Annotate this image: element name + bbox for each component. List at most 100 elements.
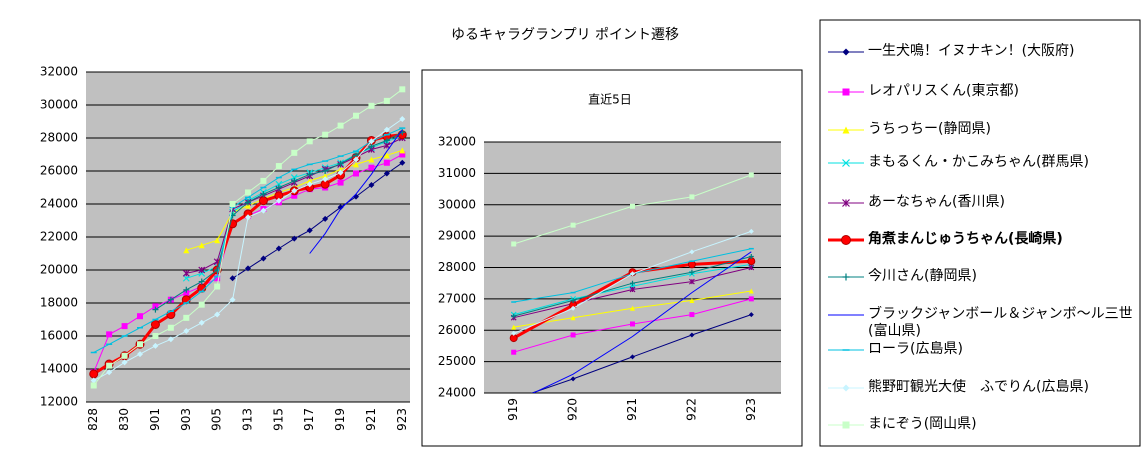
x-tick-label: 923 <box>395 408 409 431</box>
x-tick-label: 905 <box>210 408 224 431</box>
marker <box>399 147 406 154</box>
marker <box>229 296 236 303</box>
marker <box>353 161 359 168</box>
x-tick-label: 920 <box>566 398 580 421</box>
marker <box>748 296 754 302</box>
marker <box>182 274 190 282</box>
legend-label-box: 今川さん(静岡県) <box>868 268 977 284</box>
marker <box>629 286 636 293</box>
legend-label: ブラックジャンボール＆ジャンボ～ル三世(富山県) <box>868 306 1133 339</box>
legend-label: まもるくん・かこみちゃん(群馬県) <box>868 154 1089 170</box>
legend-label: うちっちー(静岡県) <box>868 121 991 137</box>
legend-marker <box>842 126 850 134</box>
marker <box>511 324 517 330</box>
marker <box>630 203 635 209</box>
marker <box>570 305 576 311</box>
marker <box>90 377 97 384</box>
marker <box>337 204 344 211</box>
marker <box>337 169 344 176</box>
marker <box>322 215 329 222</box>
marker <box>183 286 190 293</box>
y-tick-label: 24000 <box>438 386 476 400</box>
marker <box>511 313 517 319</box>
legend-label: 今川さん(静岡県) <box>868 268 977 284</box>
marker <box>306 171 313 178</box>
marker <box>748 172 754 178</box>
y-tick-label: 18000 <box>40 296 78 310</box>
marker <box>689 297 695 303</box>
marker <box>383 126 390 133</box>
marker <box>90 382 97 389</box>
legend-label-box: まもるくん・かこみちゃん(群馬県) <box>868 154 1089 170</box>
series-line <box>309 129 403 254</box>
marker <box>322 168 329 174</box>
marker <box>121 359 128 366</box>
marker <box>570 315 576 321</box>
y-tick-label: 30000 <box>40 98 78 112</box>
legend-marker <box>842 48 850 56</box>
marker <box>748 288 754 294</box>
marker <box>183 314 190 321</box>
y-tick-label: 31000 <box>438 166 476 180</box>
marker <box>399 86 406 93</box>
marker <box>368 138 375 145</box>
series-line <box>532 251 752 393</box>
marker <box>306 138 313 145</box>
legend-label-box: 一生犬鳴！イヌナキン！(大阪府) <box>868 43 1075 59</box>
marker <box>214 237 221 244</box>
marker <box>570 297 576 303</box>
chart-title: ゆるキャラグランプリ ポイント遷移 <box>451 27 679 43</box>
y-tick-label: 20000 <box>40 263 78 277</box>
marker <box>260 177 267 184</box>
marker <box>229 275 236 282</box>
marker <box>214 311 221 318</box>
marker <box>291 187 298 194</box>
y-tick-label: 32000 <box>438 135 476 149</box>
x-tick-label: 919 <box>333 408 347 431</box>
marker <box>399 159 406 166</box>
y-tick-label: 22000 <box>40 230 78 244</box>
marker <box>198 278 205 285</box>
marker <box>511 349 517 355</box>
legend-marker <box>841 235 851 245</box>
marker <box>106 362 113 369</box>
legend-marker <box>842 199 850 207</box>
marker <box>383 97 390 104</box>
marker <box>337 122 344 129</box>
marker <box>229 201 236 207</box>
x-tick-label: 921 <box>364 408 378 431</box>
y-tick-label: 14000 <box>40 362 78 376</box>
y-tick-label: 24000 <box>40 197 78 211</box>
y-tick-label: 32000 <box>40 65 78 79</box>
marker <box>511 330 517 336</box>
y-tick-label: 16000 <box>40 329 78 343</box>
marker <box>630 321 635 327</box>
legend-label-box: レオパリスくん(東京都) <box>868 83 1019 99</box>
y-tick-label: 28000 <box>40 131 78 145</box>
marker <box>260 255 267 262</box>
marker <box>383 152 390 159</box>
legend-label: 熊野町観光大使 ふでりん(広島県) <box>868 379 1089 395</box>
marker <box>337 160 344 167</box>
marker <box>198 301 205 308</box>
marker <box>258 196 268 206</box>
marker <box>198 319 205 326</box>
legend-marker <box>842 273 850 281</box>
marker <box>245 214 251 221</box>
marker <box>688 278 695 285</box>
legend-label-box: ブラックジャンボール＆ジャンボ～ル三世(富山県) <box>868 306 1133 339</box>
series-group <box>89 86 407 389</box>
legend-marker <box>842 159 850 167</box>
marker <box>183 290 190 297</box>
marker <box>383 170 390 177</box>
marker <box>511 241 517 247</box>
x-tick-label: 922 <box>684 398 698 421</box>
marker <box>137 313 143 320</box>
marker <box>570 222 576 228</box>
marker <box>291 149 298 156</box>
marker <box>630 280 635 286</box>
marker <box>150 319 160 329</box>
marker <box>167 324 174 331</box>
x-tick-label: 913 <box>241 408 255 431</box>
marker <box>399 116 406 123</box>
